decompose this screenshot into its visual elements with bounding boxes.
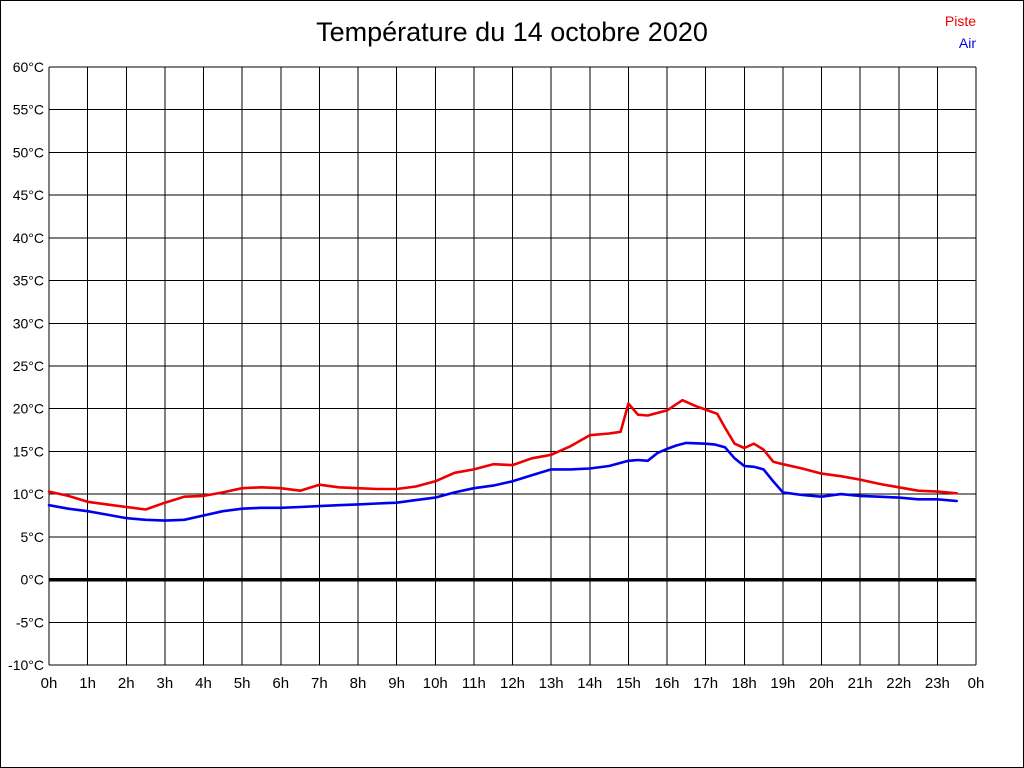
y-tick-label: 10°C — [13, 486, 44, 502]
x-tick-label: 23h — [925, 675, 950, 692]
grid-lines — [48, 66, 977, 666]
x-tick-label: 10h — [423, 675, 448, 692]
x-tick-label: 19h — [770, 675, 795, 692]
y-tick-label: 5°C — [21, 529, 45, 545]
x-axis-labels: 0h 1h 2h 3h 4h 5h 6h 7h 8h 9h 10h 11h 12h 13h 14h 15h 16… — [41, 675, 985, 692]
y-tick-label: 30°C — [13, 315, 44, 331]
y-tick-label: 50°C — [13, 144, 44, 160]
x-tick-label: 17h — [693, 675, 718, 692]
x-tick-label: 1h — [79, 675, 96, 692]
x-tick-label: 21h — [848, 675, 873, 692]
x-tick-label: 11h — [462, 675, 486, 692]
air-temperature-line — [47, 441, 959, 522]
x-tick-label: 20h — [809, 675, 834, 692]
y-tick-label: 25°C — [13, 358, 44, 374]
y-tick-label: 45°C — [13, 187, 44, 203]
x-tick-label: 16h — [654, 675, 679, 692]
legend: Piste Air — [945, 10, 976, 54]
x-tick-label: 9h — [388, 675, 405, 692]
y-tick-label: -10°C — [8, 657, 44, 673]
x-tick-label: 22h — [886, 675, 911, 692]
y-tick-label: 15°C — [13, 443, 44, 459]
x-tick-label: 6h — [272, 675, 289, 692]
legend-item-air: Air — [958, 35, 976, 51]
y-tick-label: 60°C — [13, 59, 44, 75]
x-tick-label: 5h — [234, 675, 251, 692]
x-tick-label: 13h — [539, 675, 564, 692]
x-tick-label: 14h — [577, 675, 602, 692]
x-tick-label: 0h — [968, 675, 985, 692]
x-tick-label: 2h — [118, 675, 135, 692]
x-tick-label: 12h — [500, 675, 525, 692]
legend-item-piste: Piste — [944, 13, 976, 29]
piste-temperature-line — [47, 398, 959, 511]
y-tick-label: 40°C — [13, 230, 44, 246]
y-tick-label: 0°C — [21, 572, 45, 588]
y-tick-label: 35°C — [13, 273, 44, 289]
chart-title: Température du 14 octobre 2020 — [316, 17, 708, 47]
x-tick-label: 0h — [41, 675, 58, 692]
y-tick-label: 55°C — [13, 102, 44, 118]
x-tick-label: 7h — [311, 675, 328, 692]
x-tick-label: 18h — [732, 675, 757, 692]
x-tick-label: 3h — [157, 675, 174, 692]
y-axis-labels: -10°C -5°C 0°C 5°C 10°C 15°C 20°C 25°C 30°C 35°C 4… — [8, 59, 44, 673]
y-tick-label: -5°C — [16, 614, 44, 630]
x-tick-label: 4h — [195, 675, 212, 692]
y-tick-label: 20°C — [13, 401, 44, 417]
x-tick-label: 8h — [350, 675, 367, 692]
x-tick-label: 15h — [616, 675, 641, 692]
